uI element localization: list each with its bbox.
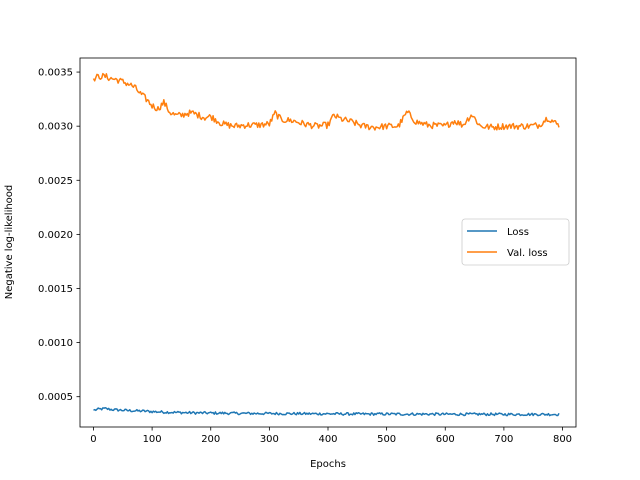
x-tick-label: 0 <box>90 434 96 445</box>
x-axis: 0 100 200 300 400 500 600 700 800 <box>90 427 572 445</box>
series-line-loss <box>93 407 560 417</box>
y-tick-label: 0.0010 <box>38 338 73 349</box>
y-tick-label: 0.0005 <box>38 392 73 403</box>
legend-label-loss: Loss <box>507 227 529 238</box>
y-tick-label: 0.0030 <box>38 122 73 133</box>
y-tick-label: 0.0015 <box>38 284 73 295</box>
legend: Loss Val. loss <box>461 218 570 266</box>
x-tick-label: 600 <box>436 434 455 445</box>
y-tick-label: 0.0020 <box>38 230 73 241</box>
x-tick-label: 500 <box>377 434 396 445</box>
x-tick-label: 400 <box>318 434 337 445</box>
y-tick-label: 0.0025 <box>38 176 73 187</box>
y-axis: 0.0005 0.0010 0.0015 0.0020 0.0025 0.0030 0.00… <box>38 68 80 403</box>
plot-lines <box>92 72 560 417</box>
x-tick-label: 100 <box>143 434 162 445</box>
x-tick-label: 300 <box>260 434 279 445</box>
legend-label-val-loss: Val. loss <box>507 248 548 259</box>
y-axis-label: Negative log-likelihood <box>4 185 15 300</box>
series-line-val-loss <box>92 72 560 131</box>
y-tick-label: 0.0035 <box>38 68 73 79</box>
x-tick-label: 200 <box>201 434 220 445</box>
x-tick-label: 700 <box>494 434 513 445</box>
x-axis-label: Epochs <box>310 459 346 470</box>
x-tick-label: 800 <box>553 434 572 445</box>
